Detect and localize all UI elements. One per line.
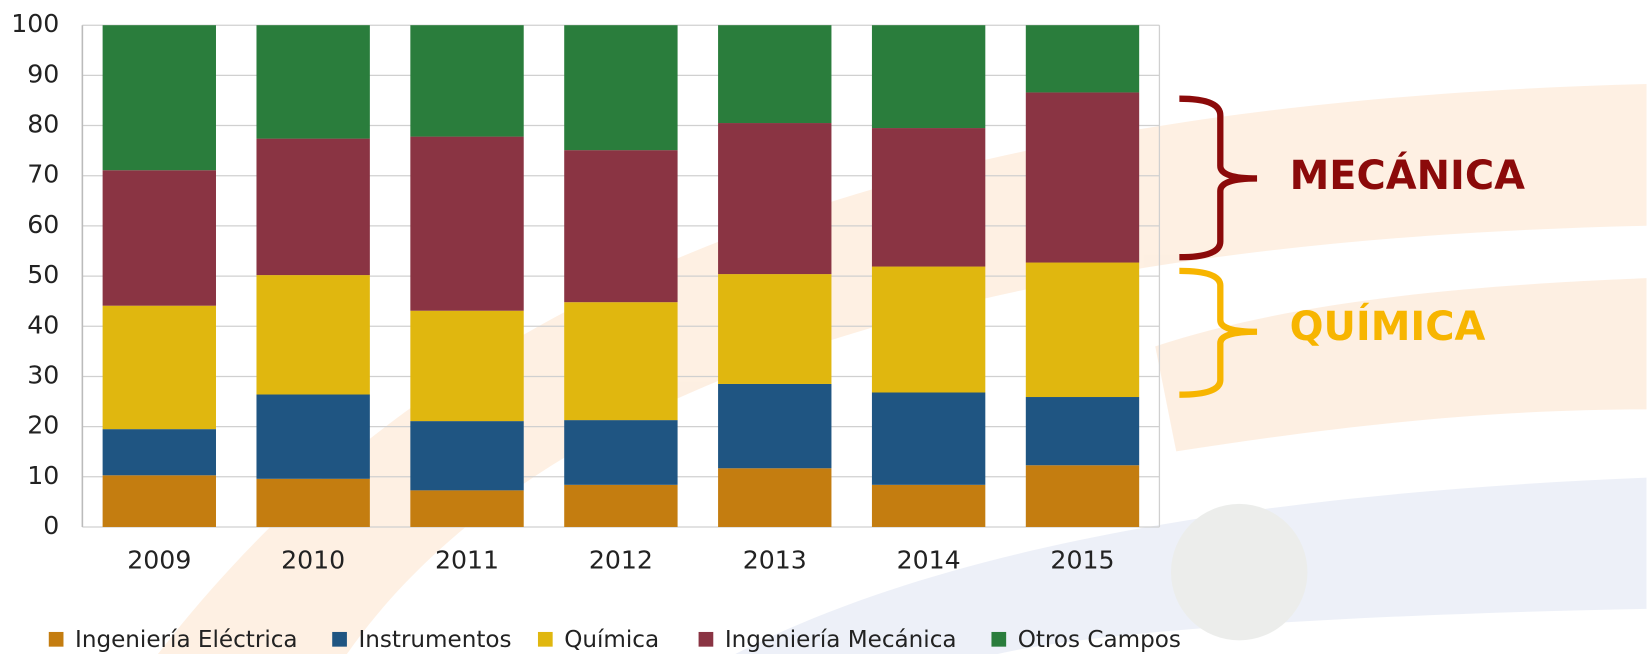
bar-segment xyxy=(410,421,524,491)
bar-segment xyxy=(102,25,216,171)
annotation: MECÁNICA xyxy=(1290,152,1526,199)
x-tick-label: 2014 xyxy=(897,546,961,575)
x-tick-label: 2011 xyxy=(435,546,499,575)
bar-segment xyxy=(1025,92,1140,263)
bar-segment xyxy=(564,484,678,527)
background-decoration xyxy=(157,83,1647,655)
bar-segment xyxy=(410,490,524,527)
bar-segment xyxy=(1025,465,1140,527)
bar-segment xyxy=(718,274,832,384)
annotation: QUÍMICA xyxy=(1290,303,1486,350)
bar-segment xyxy=(871,484,986,527)
legend-label: Ingeniería Mecánica xyxy=(725,627,957,653)
x-tick-label: 2015 xyxy=(1050,546,1114,575)
bar-segment xyxy=(871,25,986,129)
bar-segment xyxy=(256,25,370,139)
bar-segment xyxy=(256,394,370,479)
y-tick-label: 90 xyxy=(27,59,59,88)
bar-segment xyxy=(564,420,678,485)
y-tick-label: 80 xyxy=(27,110,59,139)
legend-swatch xyxy=(48,631,64,647)
bar-segment xyxy=(102,170,216,306)
legend-swatch xyxy=(332,631,347,647)
y-tick-label: 30 xyxy=(27,360,59,389)
bar-segment xyxy=(564,25,678,151)
y-tick-label: 60 xyxy=(27,210,59,239)
bar-segment xyxy=(564,302,678,421)
legend-label: Ingeniería Eléctrica xyxy=(75,627,298,653)
bar-segment xyxy=(102,475,216,527)
y-tick-label: 20 xyxy=(27,411,59,440)
bar-segment xyxy=(718,468,832,527)
bar-segment xyxy=(718,383,832,469)
y-tick-label: 40 xyxy=(27,310,59,339)
brace xyxy=(1179,95,1258,261)
bar-segment xyxy=(1025,262,1140,398)
x-tick-label: 2012 xyxy=(589,546,653,575)
y-tick-label: 70 xyxy=(27,160,59,189)
bar-segment xyxy=(1025,397,1140,466)
y-tick-label: 10 xyxy=(27,461,59,490)
bar-segment xyxy=(256,138,370,276)
legend-label: Instrumentos xyxy=(358,627,511,653)
legend-swatch xyxy=(698,631,714,647)
legend-label: Química xyxy=(564,627,659,653)
x-tick-label: 2013 xyxy=(743,546,807,575)
bar-segment xyxy=(102,305,216,430)
bar-segment xyxy=(871,128,986,267)
bar-segment xyxy=(1025,25,1140,93)
brace xyxy=(1179,267,1258,398)
bar-segment xyxy=(564,150,678,303)
bar-segment xyxy=(256,275,370,395)
bar-segment xyxy=(256,478,370,527)
x-tick-label: 2010 xyxy=(281,546,345,575)
legend-swatch xyxy=(991,631,1007,647)
bar-segment xyxy=(410,25,524,137)
legend-label: Otros Campos xyxy=(1018,627,1181,653)
bar-segment xyxy=(871,266,986,393)
legend-swatch xyxy=(537,631,553,647)
bar-segment xyxy=(410,310,524,422)
y-tick-label: 0 xyxy=(43,511,59,540)
bar-segment xyxy=(718,123,832,275)
bar-segment xyxy=(410,136,524,311)
bar-segment xyxy=(718,25,832,124)
y-tick-label: 100 xyxy=(11,9,59,38)
bar-segment xyxy=(871,392,986,485)
bar-segment xyxy=(102,429,216,476)
x-tick-label: 2009 xyxy=(127,546,191,575)
y-tick-label: 50 xyxy=(27,260,59,289)
